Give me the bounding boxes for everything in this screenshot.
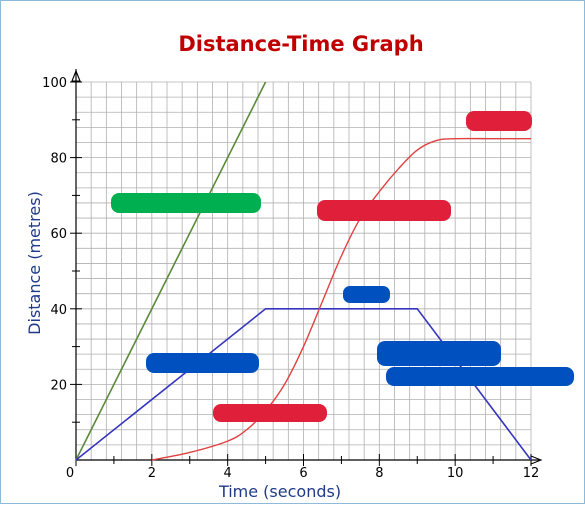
marker-scribbles: [111, 111, 574, 422]
x-tick-label: 8: [375, 466, 383, 481]
x-tick-label: 0: [66, 466, 74, 481]
y-tick-label: 100: [42, 76, 67, 91]
x-axis-label: Time (seconds): [218, 482, 341, 501]
x-tick-label: 4: [224, 466, 232, 481]
series-line-red: [151, 137, 531, 461]
blue-marker-scribble: [377, 341, 501, 366]
chart-title: Distance-Time Graph: [178, 32, 423, 56]
green-marker-scribble: [111, 193, 261, 213]
ticks: 0 2 4 6 8 10 12 20 40 60 80 100: [42, 76, 539, 481]
y-axis-label: Distance (metres): [25, 191, 44, 335]
blue-marker-scribble: [386, 367, 574, 386]
y-tick-label: 80: [50, 152, 67, 167]
red-marker-scribble: [317, 200, 451, 221]
x-tick-label: 6: [299, 466, 307, 481]
x-tick-label: 12: [523, 466, 540, 481]
y-tick-label: 60: [50, 227, 67, 242]
y-axis-arrowhead: [71, 69, 81, 82]
x-tick-label: 2: [148, 466, 156, 481]
red-marker-scribble: [213, 404, 327, 422]
red-marker-scribble: [466, 111, 532, 131]
blue-marker-scribble: [343, 286, 390, 303]
y-tick-label: 40: [50, 303, 67, 318]
x-tick-label: 10: [447, 466, 464, 481]
y-tick-label: 20: [50, 378, 67, 393]
series-line-green: [75, 81, 267, 461]
blue-marker-scribble: [146, 353, 259, 373]
